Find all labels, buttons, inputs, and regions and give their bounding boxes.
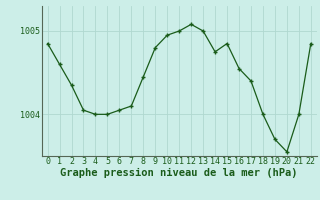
X-axis label: Graphe pression niveau de la mer (hPa): Graphe pression niveau de la mer (hPa) [60, 168, 298, 178]
